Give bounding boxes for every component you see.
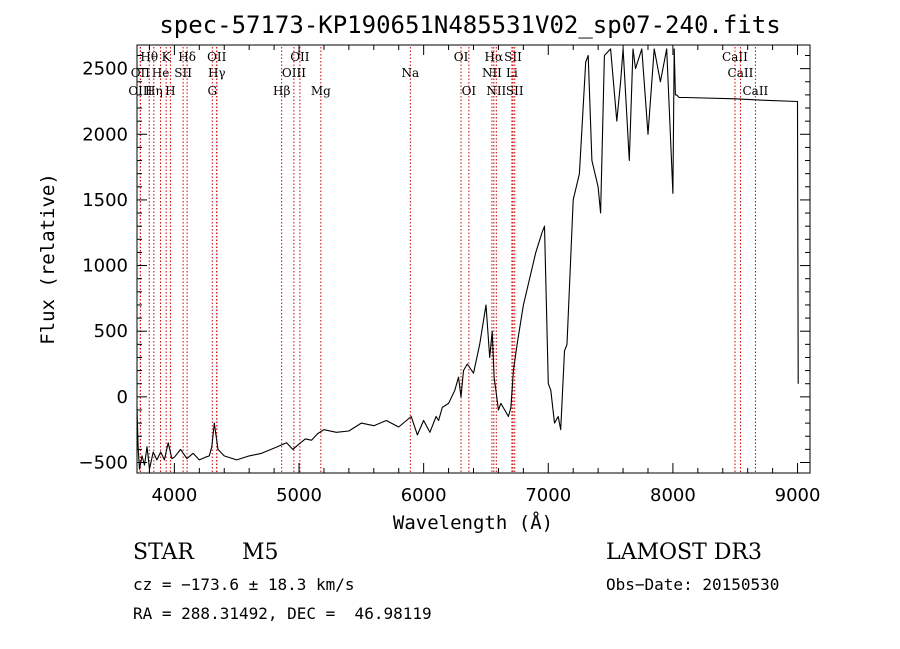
spectral-line-label: CaII — [722, 50, 748, 64]
spectral-line-label: Hγ — [208, 66, 226, 80]
x-axis-label: Wavelength (Å) — [393, 511, 553, 534]
spectral-line-label: Hθ — [140, 50, 158, 64]
spectral-line-label: OIII — [128, 84, 152, 98]
y-axis-label: Flux (relative) — [37, 173, 59, 345]
spectral-line-label: He — [152, 66, 170, 80]
y-tick-label: 2000 — [82, 124, 128, 145]
y-tick-label: 0 — [117, 387, 128, 408]
spectral-line-label: CaII — [742, 84, 768, 98]
spectral-line-label: Hβ — [273, 84, 290, 98]
spectral-line-label: OI — [462, 84, 477, 98]
y-axis: −500 0 500 1000 1500 2000 2500 — [79, 55, 810, 473]
spectral-line-label: Mg — [311, 84, 331, 98]
observation-date: Obs−Date: 20150530 — [606, 575, 780, 594]
spectral-line-label: OII — [207, 50, 227, 64]
y-tick-label: 1500 — [82, 190, 128, 211]
spectral-line-label: OII — [290, 50, 310, 64]
plot-frame — [136, 44, 811, 474]
spectral-line-label: OI — [454, 50, 469, 64]
x-tick-label: 9000 — [775, 485, 821, 506]
spectral-line-label: Hα — [485, 50, 504, 64]
spectral-line-label: K — [162, 50, 172, 64]
spectral-line-label: Hη — [145, 84, 163, 98]
spectral-line-label: Li — [506, 66, 518, 80]
spectral-line-label: NII — [482, 66, 502, 80]
y-tick-label: 500 — [94, 321, 128, 342]
x-tick-label: 4000 — [151, 485, 197, 506]
spectral-line-label: NII — [486, 84, 506, 98]
y-tick-label: 1000 — [82, 256, 128, 277]
object-class: STAR — [133, 540, 194, 565]
x-tick-label: 7000 — [525, 485, 571, 506]
object-subclass: M5 — [242, 540, 279, 565]
spectral-line-label: SII — [504, 50, 522, 64]
spectral-line-label: CaII — [728, 66, 754, 80]
coordinates: RA = 288.31492, DEC = 46.98119 — [133, 604, 432, 623]
survey-name: LAMOST DR3 — [606, 540, 762, 565]
spectral-line-label: Hδ — [178, 50, 196, 64]
x-axis: 4000 5000 6000 7000 8000 9000 — [148, 45, 821, 506]
chart-title: spec-57173-KP190651N485531V02_sp07-240.f… — [159, 11, 780, 39]
y-tick-label: −500 — [79, 452, 128, 473]
x-tick-label: 8000 — [650, 485, 696, 506]
redshift-velocity: cz = −173.6 ± 18.3 km/s — [133, 575, 355, 594]
spectral-line-label: SII — [506, 84, 524, 98]
spectral-line-label: Na — [401, 66, 419, 80]
spectral-line-label: H — [165, 84, 175, 98]
x-tick-label: 5000 — [276, 485, 322, 506]
spectral-line-label: G — [207, 84, 217, 98]
spectrum-series — [136, 48, 799, 470]
y-tick-label: 2500 — [82, 59, 128, 80]
x-tick-label: 6000 — [401, 485, 447, 506]
spectrum-line — [136, 48, 799, 470]
spectral-line-label: OIII — [282, 66, 306, 80]
spectral-line-label: SII — [174, 66, 192, 80]
